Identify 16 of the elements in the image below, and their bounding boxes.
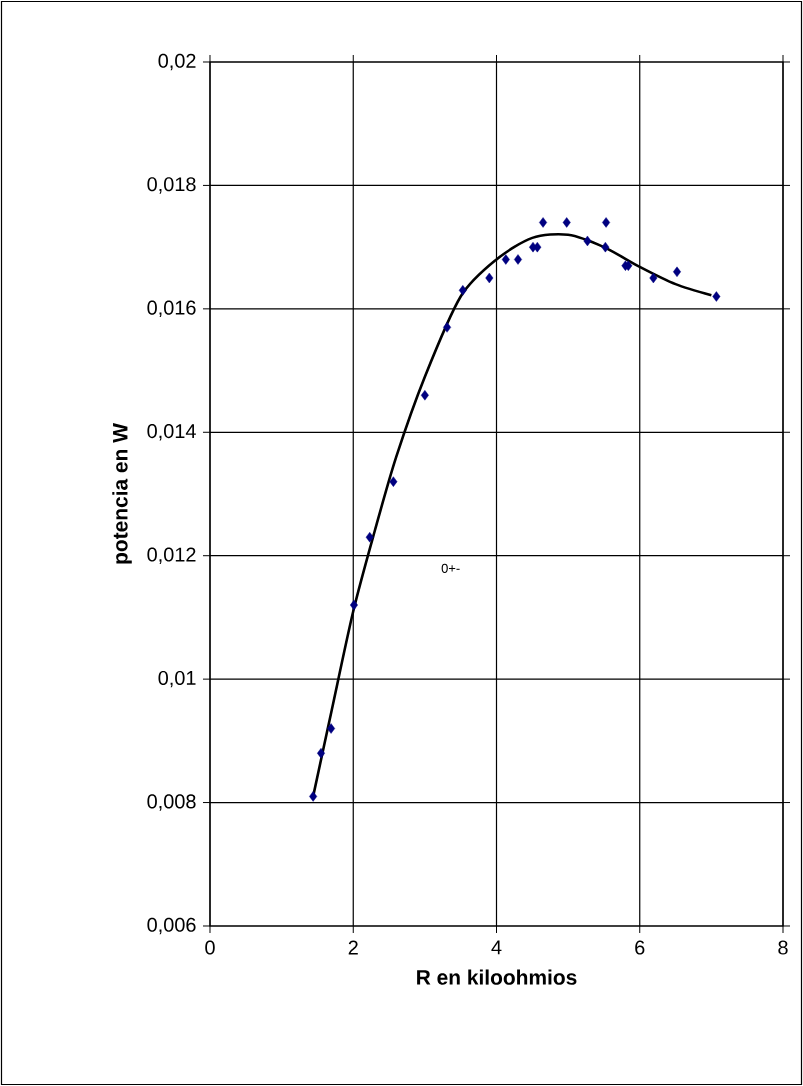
y-tick-label: 0,008 [147,794,196,811]
y-axis-title: potencia en W [112,423,132,564]
x-tick-label: 6 [635,940,645,955]
y-tick-label: 0,01 [158,670,196,688]
y-tick-label: 0,012 [147,547,196,564]
x-tick-label: 4 [491,940,502,955]
x-tick-label: 2 [348,940,358,955]
x-tick-label: 8 [778,940,788,955]
x-tick-label: 0 [205,940,215,955]
y-tick-label: 0,006 [147,917,196,935]
y-tick-label: 0,016 [147,300,196,318]
y-tick-label: 0,018 [147,177,196,194]
y-tick-label: 0,014 [147,424,196,441]
x-axis-title: R en kiloohmios [417,969,577,985]
annotation: 0+- [441,563,460,573]
y-tick-label: 0,02 [158,53,196,71]
